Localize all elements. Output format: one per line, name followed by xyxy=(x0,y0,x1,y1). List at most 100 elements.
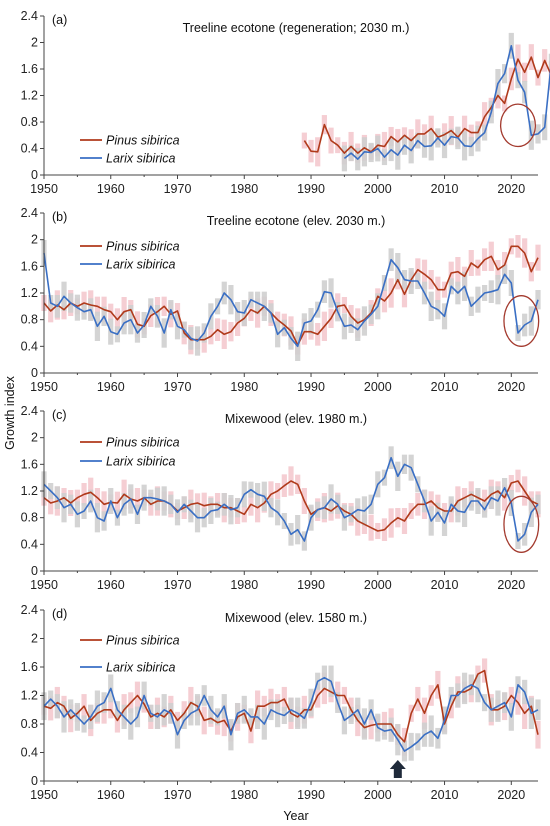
y-tick-label: 0.4 xyxy=(21,142,38,156)
legend-label-pinus: Pinus sibirica xyxy=(106,240,180,254)
y-tick-label: 2 xyxy=(31,431,38,445)
y-tick-label: 0 xyxy=(31,774,38,788)
x-tick-label: 1960 xyxy=(97,182,125,196)
legend-label-pinus: Pinus sibirica xyxy=(106,634,180,648)
x-tick-label: 2010 xyxy=(431,578,459,592)
x-tick-label: 1990 xyxy=(297,788,325,802)
x-tick-label: 2000 xyxy=(364,380,392,394)
x-tick-label: 2000 xyxy=(364,578,392,592)
panel-title: Mixewood (elev. 1980 m.) xyxy=(225,412,367,426)
panel-a: 0 0.4 0.8 1.2 1.6 2 2.4 1950 1960 1970 1980 1990 200… xyxy=(21,9,550,196)
x-tick-label: 1990 xyxy=(297,380,325,394)
error-bar xyxy=(548,53,550,70)
x-tick-label: 1980 xyxy=(230,380,258,394)
y-tick-label: 0.4 xyxy=(21,339,38,353)
x-tick-label: 2000 xyxy=(364,788,392,802)
y-tick-label: 1.6 xyxy=(21,62,38,76)
arrow-marker xyxy=(389,760,406,778)
y-tick-label: 2 xyxy=(31,632,38,646)
legend-label-larix: Larix sibirica xyxy=(106,258,176,272)
legend-label-larix: Larix sibirica xyxy=(106,152,176,166)
y-tick-label: 0.8 xyxy=(21,717,38,731)
x-tick-label: 2020 xyxy=(497,380,525,394)
x-tick-label: 2020 xyxy=(497,788,525,802)
y-tick-label: 0 xyxy=(31,564,38,578)
x-tick-label: 1950 xyxy=(30,182,58,196)
x-tick-label: 1970 xyxy=(164,788,192,802)
y-tick-label: 0 xyxy=(31,168,38,182)
x-tick-label: 1960 xyxy=(97,578,125,592)
x-tick-label: 2010 xyxy=(431,380,459,394)
y-tick-label: 2 xyxy=(31,233,38,247)
y-tick-label: 0.8 xyxy=(21,511,38,525)
y-tick-label: 1.2 xyxy=(21,89,38,103)
y-tick-label: 1.2 xyxy=(21,286,38,300)
y-tick-label: 2 xyxy=(31,36,38,50)
error-bar xyxy=(301,132,307,149)
x-tick-label: 2000 xyxy=(364,182,392,196)
y-tick-label: 1.6 xyxy=(21,457,38,471)
y-axis-label: Growth index xyxy=(3,375,17,449)
legend-label-larix: Larix sibirica xyxy=(106,455,176,469)
y-tick-label: 1.6 xyxy=(21,259,38,273)
x-axis-label: Year xyxy=(283,809,308,823)
y-tick-label: 2.4 xyxy=(21,9,38,23)
x-tick-label: 2010 xyxy=(431,788,459,802)
panel-c: 0 0.4 0.8 1.2 1.6 2 2.4 1950 1960 1970 1980 1990 200… xyxy=(21,404,541,592)
error-bar xyxy=(535,290,541,310)
series-line-pinus xyxy=(43,669,539,743)
series-line-pinus xyxy=(303,56,550,154)
panel-title: Treeline ecotone (elev. 2030 m.) xyxy=(207,214,386,228)
x-tick-label: 1950 xyxy=(30,788,58,802)
y-tick-label: 0.4 xyxy=(21,537,38,551)
error-bar xyxy=(535,244,541,271)
y-tick-label: 2.4 xyxy=(21,404,38,418)
panel-b: 0 0.4 0.8 1.2 1.6 2 2.4 1950 1960 1970 1980 1990 200… xyxy=(21,206,541,394)
series-line-pinus xyxy=(43,245,539,346)
x-tick-label: 1990 xyxy=(297,182,325,196)
panel-title: Treeline ecotone (regeneration; 2030 m.) xyxy=(183,21,410,35)
highlight-ellipse xyxy=(503,295,540,347)
x-tick-label: 2020 xyxy=(497,182,525,196)
x-tick-label: 1960 xyxy=(97,788,125,802)
y-tick-label: 0.4 xyxy=(21,746,38,760)
y-tick-label: 2.4 xyxy=(21,603,38,617)
legend-label-pinus: Pinus sibirica xyxy=(106,134,180,148)
series-line-larix xyxy=(343,44,550,160)
y-tick-label: 0.8 xyxy=(21,115,38,129)
series-line-larix xyxy=(43,676,539,752)
x-tick-label: 1980 xyxy=(230,578,258,592)
x-tick-label: 1980 xyxy=(230,182,258,196)
panel-label: (b) xyxy=(52,210,67,224)
x-tick-label: 1950 xyxy=(30,578,58,592)
x-tick-label: 1990 xyxy=(297,578,325,592)
y-tick-label: 1.2 xyxy=(21,484,38,498)
x-tick-label: 2020 xyxy=(497,578,525,592)
x-tick-label: 2010 xyxy=(431,182,459,196)
y-tick-label: 1.6 xyxy=(21,660,38,674)
highlight-ellipse xyxy=(499,103,536,148)
y-tick-label: 2.4 xyxy=(21,206,38,220)
x-tick-label: 1970 xyxy=(164,380,192,394)
legend-label-larix: Larix sibirica xyxy=(106,661,176,675)
y-tick-label: 0 xyxy=(31,366,38,380)
x-tick-label: 1970 xyxy=(164,182,192,196)
panel-label: (d) xyxy=(52,607,67,621)
panel-d: 0 0.4 0.8 1.2 1.6 2 2.4 1950 1960 1970 1980 1990 200… xyxy=(21,603,541,802)
series-line-larix xyxy=(43,252,539,348)
x-tick-label: 1980 xyxy=(230,788,258,802)
panel-label: (a) xyxy=(52,13,67,27)
series-line-larix xyxy=(43,456,539,542)
x-tick-label: 1970 xyxy=(164,578,192,592)
highlight-ellipse xyxy=(503,495,540,553)
x-tick-label: 1950 xyxy=(30,380,58,394)
y-tick-label: 1.2 xyxy=(21,689,38,703)
x-tick-label: 1960 xyxy=(97,380,125,394)
panel-label: (c) xyxy=(52,408,67,422)
y-tick-label: 0.8 xyxy=(21,313,38,327)
series-line-pinus xyxy=(43,480,539,532)
error-bar xyxy=(341,145,348,172)
panel-title: Mixewood (elev. 1580 m.) xyxy=(225,611,367,625)
